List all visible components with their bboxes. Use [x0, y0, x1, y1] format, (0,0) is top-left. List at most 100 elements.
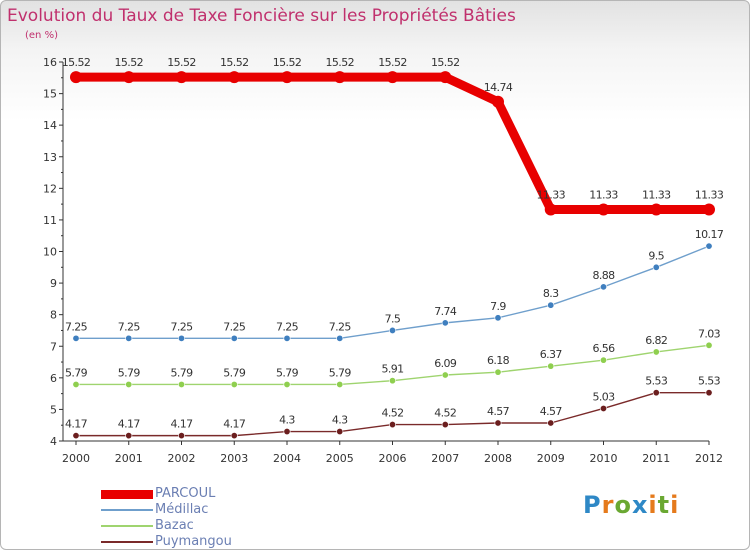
y-tick-label: 14	[43, 119, 57, 132]
data-label-puymangou: 4.52	[381, 407, 403, 420]
data-point-bazac	[178, 380, 186, 388]
data-point-parcoul	[386, 71, 399, 84]
data-label-medillac: 8.88	[592, 269, 615, 282]
x-tick-label: 2002	[168, 452, 196, 465]
legend-label-puymangou: Puymangou	[155, 534, 232, 549]
data-label-medillac: 7.25	[276, 320, 299, 333]
chart-title: Evolution du Taux de Taxe Foncière sur l…	[7, 6, 516, 26]
axes: 4 5 6 7 8 9 10 11 12 13 14 15 16 2000 2001 2002 2003 2004…	[43, 56, 723, 465]
y-tick-label: 12	[43, 182, 57, 195]
data-label-puymangou: 4.17	[118, 418, 141, 431]
data-point-medillac	[178, 334, 186, 342]
data-point-parcoul	[703, 203, 715, 216]
data-point-puymangou	[705, 389, 713, 397]
data-point-medillac	[652, 263, 660, 271]
legend-swatch-parcoul	[101, 490, 153, 499]
y-tick-label: 7	[50, 340, 57, 353]
y-tick-label: 16	[43, 56, 57, 69]
data-label-bazac: 5.79	[276, 366, 299, 379]
data-label-medillac: 7.25	[170, 320, 193, 333]
data-label-puymangou: 5.03	[592, 390, 615, 403]
x-tick-label: 2008	[484, 452, 512, 465]
data-point-parcoul	[544, 203, 557, 216]
data-label-medillac: 7.5	[385, 312, 401, 325]
data-label-puymangou: 4.3	[279, 414, 295, 427]
data-label-medillac: 8.3	[543, 287, 559, 300]
data-label-parcoul: 11.33	[589, 188, 618, 201]
data-point-medillac	[494, 314, 502, 322]
data-point-bazac	[599, 356, 607, 364]
x-tick-label: 2010	[590, 452, 618, 465]
legend-label-parcoul: PARCOUL	[155, 486, 216, 501]
data-label-puymangou: 4.57	[487, 405, 510, 418]
proxiti-logo: Proxiti	[583, 491, 679, 519]
data-label-parcoul: 14.74	[484, 81, 513, 94]
data-label-bazac: 7.03	[698, 327, 721, 340]
data-point-medillac	[441, 319, 449, 327]
logo-letter: o	[614, 491, 632, 519]
data-label-parcoul: 15.52	[167, 56, 196, 69]
data-label-puymangou: 4.52	[434, 407, 456, 420]
data-point-parcoul	[333, 71, 346, 84]
data-point-parcoul	[650, 203, 663, 216]
x-tick-label: 2007	[431, 452, 459, 465]
data-point-bazac	[652, 348, 660, 356]
data-point-bazac	[230, 380, 238, 388]
data-point-parcoul	[122, 71, 135, 84]
y-tick-label: 6	[50, 372, 57, 385]
data-point-puymangou	[441, 421, 449, 429]
data-point-medillac	[599, 283, 607, 291]
data-point-medillac	[336, 334, 344, 342]
data-point-parcoul	[597, 203, 610, 216]
data-label-medillac: 7.25	[65, 320, 88, 333]
data-label-puymangou: 4.17	[170, 418, 193, 431]
data-label-bazac: 5.79	[223, 366, 246, 379]
data-point-medillac	[283, 334, 291, 342]
data-label-parcoul: 11.33	[537, 188, 566, 201]
data-point-parcoul	[175, 71, 188, 84]
data-label-parcoul: 15.52	[220, 56, 249, 69]
data-label-parcoul: 15.52	[273, 56, 302, 69]
data-label-bazac: 6.09	[434, 357, 457, 370]
data-label-puymangou: 5.53	[698, 375, 721, 388]
data-point-puymangou	[599, 404, 607, 412]
data-point-puymangou	[494, 419, 502, 427]
data-label-parcoul: 15.52	[431, 56, 460, 69]
y-tick-label: 13	[43, 151, 57, 164]
data-label-bazac: 5.79	[170, 366, 193, 379]
data-label-puymangou: 4.57	[540, 405, 563, 418]
data-point-parcoul	[439, 71, 452, 84]
data-label-bazac: 6.82	[645, 334, 667, 347]
chart-subtitle: (en %)	[25, 30, 58, 41]
data-label-puymangou: 4.17	[223, 418, 246, 431]
data-point-medillac	[72, 334, 80, 342]
logo-letter: t	[657, 491, 671, 519]
data-label-bazac: 5.91	[381, 363, 403, 376]
data-label-medillac: 7.25	[223, 320, 246, 333]
y-tick-label: 11	[43, 214, 57, 227]
data-point-puymangou	[652, 389, 660, 397]
data-label-bazac: 6.18	[487, 354, 510, 367]
y-tick-label: 9	[50, 277, 57, 290]
data-point-medillac	[705, 242, 713, 250]
data-label-bazac: 5.79	[65, 366, 88, 379]
data-point-bazac	[72, 380, 80, 388]
x-tick-label: 2006	[379, 452, 407, 465]
x-tick-label: 2012	[695, 452, 723, 465]
legend-label-bazac: Bazac	[155, 518, 194, 533]
data-label-puymangou: 5.53	[645, 375, 668, 388]
data-point-puymangou	[283, 428, 291, 436]
logo-letter: i	[648, 491, 658, 519]
data-point-puymangou	[336, 428, 344, 436]
data-point-puymangou	[178, 432, 186, 440]
data-point-bazac	[494, 368, 502, 376]
data-label-bazac: 6.37	[540, 348, 563, 361]
data-point-parcoul	[492, 95, 504, 108]
data-point-parcoul	[70, 71, 82, 84]
data-label-parcoul: 15.52	[326, 56, 355, 69]
x-tick-label: 2005	[326, 452, 354, 465]
y-tick-label: 8	[50, 309, 57, 322]
x-tick-label: 2001	[115, 452, 143, 465]
